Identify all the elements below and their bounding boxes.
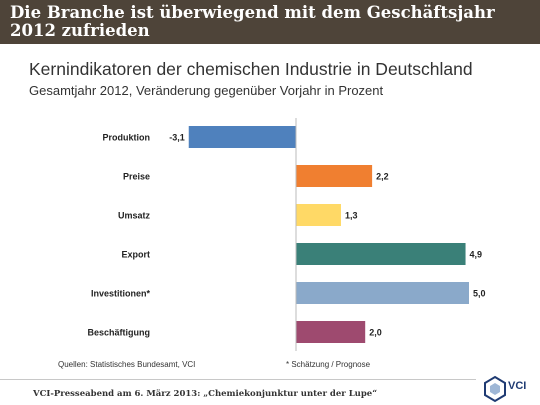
value-label-2: 1,3 xyxy=(345,211,358,221)
bar-3 xyxy=(296,243,466,265)
bar-0 xyxy=(188,126,296,148)
category-label-5: Beschäftigung xyxy=(87,328,150,338)
value-label-3: 4,9 xyxy=(470,250,483,260)
estimate-note: * Schätzung / Prognose xyxy=(286,360,371,369)
vci-logo-text: VCI xyxy=(508,380,527,392)
category-label-1: Preise xyxy=(123,172,150,182)
footer-text: VCI-Presseabend am 6. März 2013: „Chemie… xyxy=(33,389,378,399)
page-title: Die Branche ist überwiegend mit dem Gesc… xyxy=(10,3,495,40)
header-bar: Die Branche ist überwiegend mit dem Gesc… xyxy=(0,0,540,44)
value-label-0: -3,1 xyxy=(169,133,185,143)
bar-1 xyxy=(296,165,373,187)
value-label-1: 2,2 xyxy=(376,172,389,182)
chart-subtitle: Gesamtjahr 2012, Veränderung gegenüber V… xyxy=(29,83,384,98)
chart-title: Kernindikatoren der chemischen Industrie… xyxy=(29,59,473,79)
category-label-3: Export xyxy=(121,250,150,260)
bar-5 xyxy=(296,321,366,343)
bar-2 xyxy=(296,204,341,226)
value-label-5: 2,0 xyxy=(369,328,382,338)
category-label-0: Produktion xyxy=(103,133,151,143)
bar-4 xyxy=(296,282,469,304)
footer-divider xyxy=(0,379,476,380)
source-note: Quellen: Statistisches Bundesamt, VCI xyxy=(58,360,196,369)
vci-logo-icon xyxy=(484,375,506,403)
category-label-2: Umsatz xyxy=(118,211,151,221)
value-label-4: 5,0 xyxy=(473,289,486,299)
category-label-4: Investitionen* xyxy=(91,289,151,299)
